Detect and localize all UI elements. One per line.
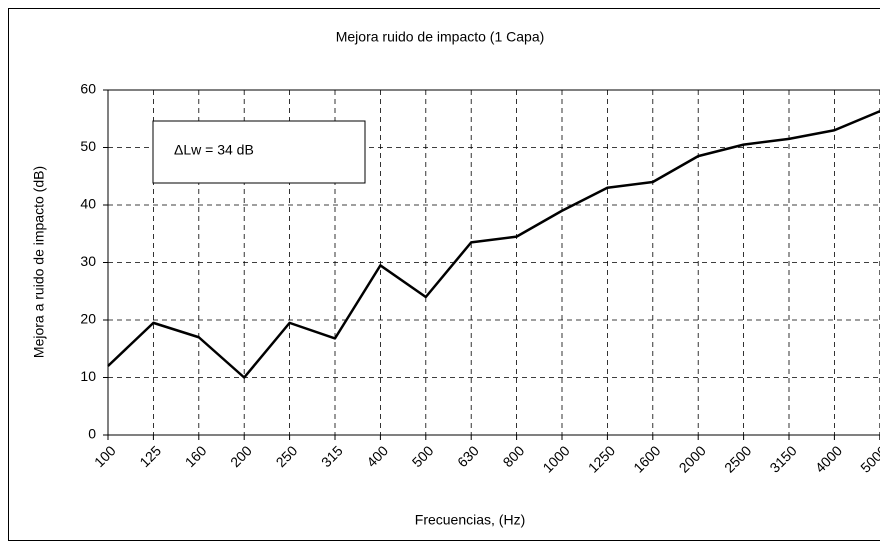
x-tick-label: 800 [500,442,528,470]
line [107,110,880,379]
y-tick-label: 0 [88,426,96,442]
x-tick-label: 1600 [630,442,663,475]
x-tick-label: 1250 [585,442,618,475]
y-tick-label: 60 [80,81,96,97]
x-tick-label: 125 [136,442,164,470]
y-tick-label: 30 [80,253,96,269]
x-tick-label: 2000 [676,442,709,475]
y-axis-label: Mejora a ruido de impacto (dB) [31,166,47,358]
x-tick-label: 160 [182,442,210,470]
x-tick-label: 200 [227,442,255,470]
y-tick-label: 40 [80,196,96,212]
x-tick-label: 250 [273,442,301,470]
y-tick-label: 50 [80,138,96,154]
x-tick-label: 2500 [721,442,754,475]
y-tick-label: 20 [80,311,96,327]
chart-title: Mejora ruido de impacto (1 Capa) [336,29,545,45]
x-tick-label: 630 [454,442,482,470]
x-tick-label: 4000 [812,442,845,475]
x-tick-label: 500 [409,442,437,470]
x-tick-label: 100 [91,442,119,470]
x-tick-label: 3150 [766,442,799,475]
x-tick-label: 400 [363,442,391,470]
x-tick-label: 5000 [857,442,880,475]
annotation: ΔLw = 34 dB [174,142,254,158]
y-tick-label: 10 [80,368,96,384]
x-tick-label: 1000 [539,442,572,475]
chart-frame [8,8,880,541]
annotation-box [152,120,366,184]
x-tick-label: 315 [318,442,346,470]
x-axis-label: Frecuencias, (Hz) [415,512,525,528]
